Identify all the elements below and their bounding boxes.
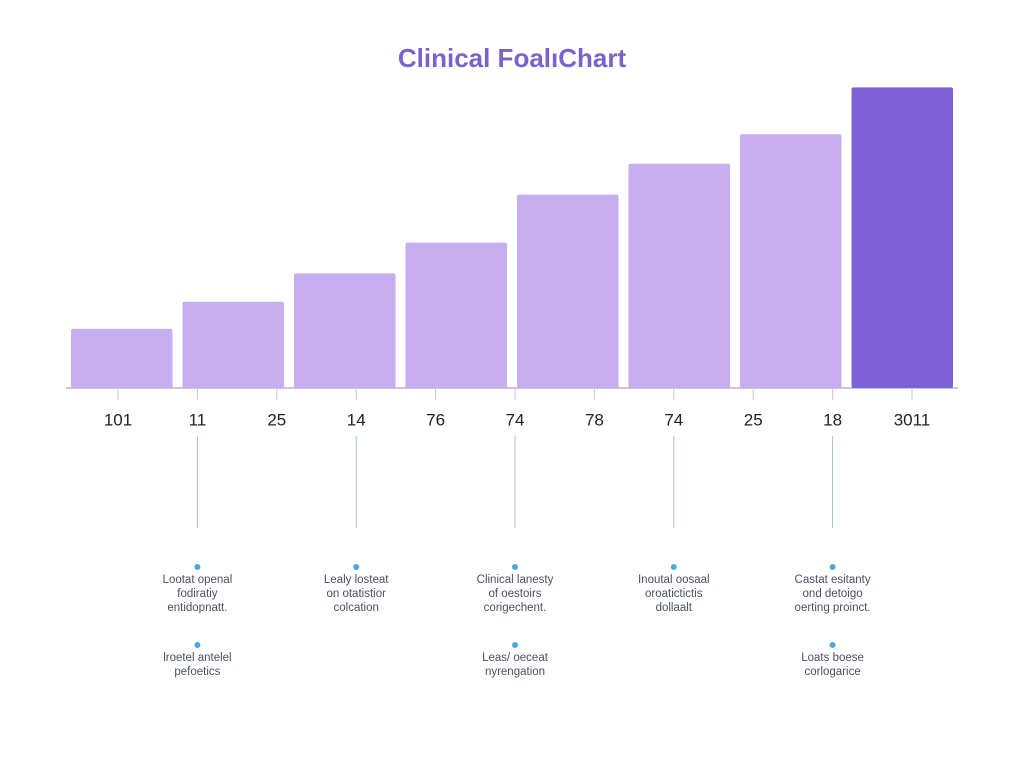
annotation-text: fodiratiy xyxy=(177,588,218,600)
bar xyxy=(851,87,953,388)
annotation-text: Leas/ oeceat xyxy=(482,652,549,664)
chart-title: Clinical FoalıChart xyxy=(398,43,627,73)
note-dot xyxy=(512,642,518,648)
x-label: 18 xyxy=(823,410,842,429)
annotation-text: dollaalt xyxy=(656,602,693,614)
x-label: 14 xyxy=(347,410,366,429)
bar xyxy=(405,242,507,388)
annotation-text: oerting proinct. xyxy=(795,602,871,614)
bar xyxy=(71,328,173,388)
annotation-text: Castat esitanty xyxy=(795,574,871,586)
annotation-text: Lootat openal xyxy=(163,574,233,586)
note-dot xyxy=(194,564,201,570)
x-label: 25 xyxy=(744,410,763,429)
note-dot xyxy=(512,564,518,570)
note-dot xyxy=(353,564,360,570)
note-dot xyxy=(829,564,836,570)
note-dot xyxy=(829,642,836,648)
x-label: 101 xyxy=(104,410,132,429)
x-label: 74 xyxy=(664,410,683,429)
annotation-text: entidopnatt. xyxy=(167,602,227,614)
annotation-text: Clinical lanesty xyxy=(477,574,554,586)
x-label: 11 xyxy=(189,410,207,429)
annotation-text: ond detoigo xyxy=(803,588,863,600)
x-label: 25 xyxy=(267,410,286,429)
annotation-text: pefoetics xyxy=(174,666,220,678)
annotation-text: colcation xyxy=(334,602,379,614)
note-dot xyxy=(194,642,201,648)
bar xyxy=(182,301,284,388)
annotation-text: nyrengation xyxy=(485,666,545,678)
bar xyxy=(740,134,842,388)
annotation-text: corlogarice xyxy=(804,666,860,678)
annotation-text: Lealy losteat xyxy=(324,574,389,586)
x-label: 3011 xyxy=(894,410,931,429)
bar xyxy=(294,273,396,388)
x-label: 78 xyxy=(585,410,604,429)
bar xyxy=(517,194,619,388)
annotation-text: lroetel antelel xyxy=(163,652,231,664)
annotation-text: Loats boese xyxy=(801,652,864,664)
annotation-text: on otatistior xyxy=(326,588,386,600)
bar xyxy=(628,163,730,388)
annotation-text: Inoutal oosaal xyxy=(638,574,710,586)
note-dot xyxy=(670,564,677,570)
annotation-text: oroatictictis xyxy=(645,588,703,600)
annotation-text: of oestoirs xyxy=(488,588,541,600)
annotation-text: corigechent. xyxy=(484,602,547,614)
x-label: 76 xyxy=(426,410,445,429)
x-label: 74 xyxy=(506,410,525,429)
